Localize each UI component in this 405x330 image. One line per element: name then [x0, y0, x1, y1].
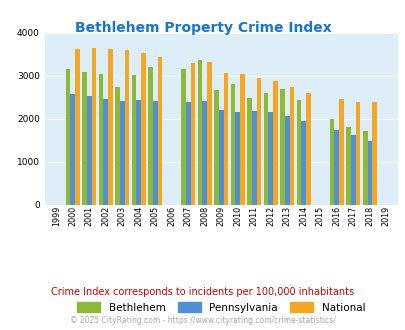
Bar [185, 103, 190, 205]
Bar [82, 72, 87, 205]
Bar [153, 101, 157, 205]
Bar [141, 53, 145, 205]
Bar [367, 141, 371, 205]
Bar [362, 131, 367, 205]
Bar [124, 50, 129, 205]
Text: Crime Index corresponds to incidents per 100,000 inhabitants: Crime Index corresponds to incidents per… [51, 287, 354, 297]
Bar [334, 129, 338, 205]
Bar [305, 93, 310, 205]
Bar [119, 101, 124, 205]
Text: Bethlehem Property Crime Index: Bethlehem Property Crime Index [75, 21, 330, 35]
Bar [148, 67, 153, 205]
Bar [218, 110, 223, 205]
Bar [91, 48, 96, 205]
Bar [136, 100, 141, 205]
Bar [247, 98, 252, 205]
Bar [273, 81, 277, 205]
Bar [280, 89, 284, 205]
Bar [108, 49, 112, 205]
Bar [284, 116, 289, 205]
Bar [289, 87, 294, 205]
Bar [230, 83, 235, 205]
Bar [87, 96, 91, 205]
Bar [223, 73, 228, 205]
Bar [157, 57, 162, 205]
Bar [355, 103, 359, 205]
Bar [252, 111, 256, 205]
Bar [345, 127, 350, 205]
Bar [350, 135, 355, 205]
Bar [70, 94, 75, 205]
Bar [197, 60, 202, 205]
Bar [181, 70, 185, 205]
Bar [190, 63, 195, 205]
Bar [263, 93, 268, 205]
Bar [301, 121, 305, 205]
Bar [256, 78, 260, 205]
Bar [132, 75, 136, 205]
Bar [214, 90, 218, 205]
Legend: Bethlehem, Pennsylvania, National: Bethlehem, Pennsylvania, National [74, 299, 367, 316]
Bar [371, 102, 376, 205]
Bar [75, 49, 79, 205]
Text: © 2025 CityRating.com - https://www.cityrating.com/crime-statistics/: © 2025 CityRating.com - https://www.city… [70, 316, 335, 325]
Bar [115, 86, 119, 205]
Bar [329, 119, 334, 205]
Bar [239, 74, 244, 205]
Bar [296, 100, 301, 205]
Bar [235, 112, 239, 205]
Bar [98, 74, 103, 205]
Bar [207, 62, 211, 205]
Bar [268, 112, 273, 205]
Bar [338, 99, 343, 205]
Bar [202, 101, 207, 205]
Bar [103, 99, 108, 205]
Bar [66, 70, 70, 205]
